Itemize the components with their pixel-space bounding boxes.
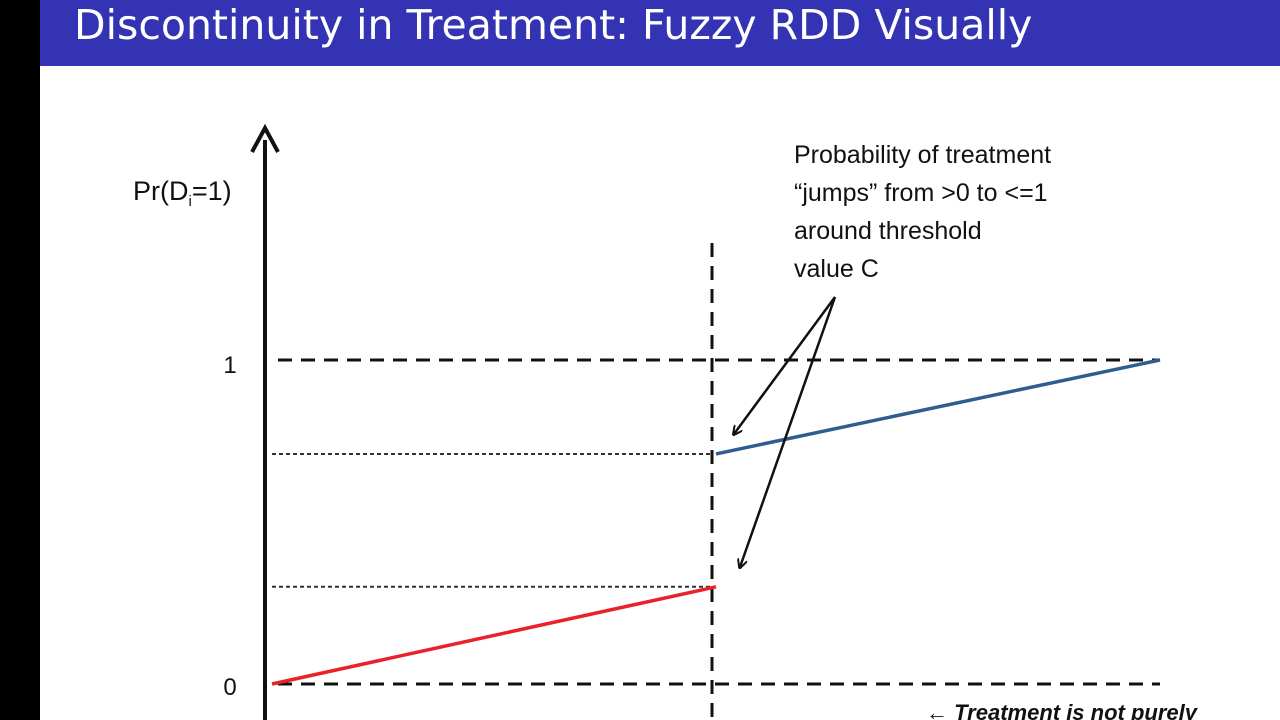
annotation-text: Probability of treatment “jumps” from >0… [794,136,1051,288]
annotation-line: Probability of treatment [794,141,1052,169]
bottom-arrow-icon: ← [926,700,948,720]
annotation-arrow-lower [740,296,837,567]
annotation-line: value C [794,255,879,283]
fuzzy-rdd-diagram: Pr(Di=1) 1 0 [133,123,1161,720]
series-below-threshold [271,585,717,686]
slide: Discontinuity in Treatment: Fuzzy RDD Vi… [40,0,1280,720]
annotation-arrow-upper [734,296,837,434]
slide-title: Discontinuity in Treatment: Fuzzy RDD Vi… [74,1,1033,49]
y-tick-label-1: 1 [223,352,236,379]
y-axis-arrowhead [250,123,280,153]
bottom-note: ← Treatment is not purely [926,700,1197,720]
annotation-line: “jumps” from >0 to <=1 [794,179,1048,207]
bottom-note-text: Treatment is not purely [954,700,1197,720]
title-bar: Discontinuity in Treatment: Fuzzy RDD Vi… [40,0,1280,66]
annotation-line: around threshold [794,217,982,245]
series-above-threshold [715,358,1161,456]
y-tick-label-0: 0 [223,674,236,701]
y-axis-label: Pr(Di=1) [133,176,232,210]
